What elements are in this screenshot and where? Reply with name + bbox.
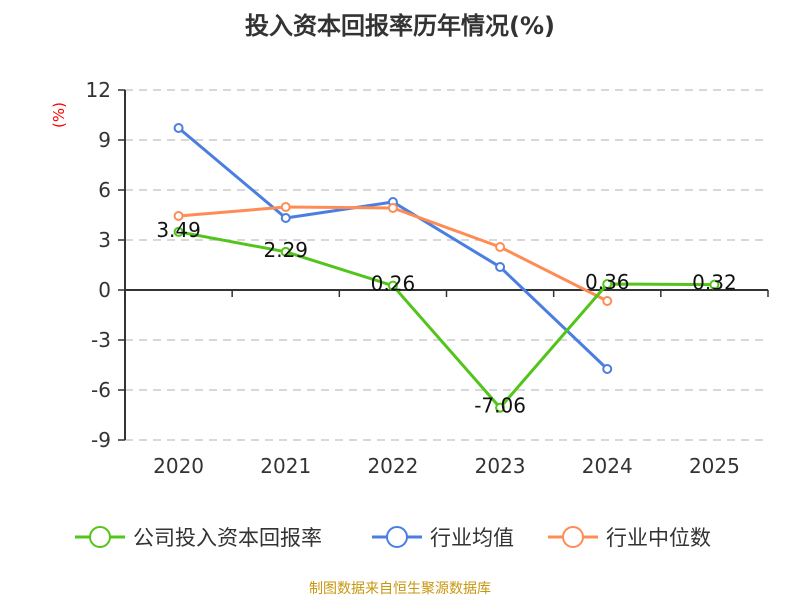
data-label: 2.29	[263, 238, 308, 262]
series-line	[178, 230, 715, 410]
legend-marker	[386, 526, 408, 548]
data-point	[173, 123, 184, 133]
data-label: -7.06	[474, 394, 526, 418]
data-point	[173, 226, 184, 237]
y-tick-label: 9	[98, 128, 111, 152]
data-point	[280, 213, 291, 223]
data-point	[387, 280, 398, 291]
y-tick-label: 3	[98, 228, 111, 252]
x-tick-label: 2023	[475, 454, 526, 478]
legend-label: 行业中位数	[606, 526, 711, 550]
data-point	[387, 203, 398, 213]
legend-marker	[89, 526, 111, 548]
y-tick-label: 0	[98, 278, 111, 302]
x-tick-label: 2021	[260, 454, 311, 478]
data-point	[173, 211, 184, 221]
data-point	[602, 279, 613, 289]
series-line	[177, 126, 609, 371]
chart-title: 投入资本回报率历年情况(%)	[245, 12, 555, 40]
data-label: 0.26	[371, 272, 416, 296]
data-label: 0.36	[585, 270, 630, 294]
y-tick-label: 6	[98, 178, 111, 202]
data-point	[602, 296, 613, 306]
legend-label: 公司投入资本回报率	[133, 526, 322, 550]
data-point	[602, 364, 613, 374]
x-tick-label: 2024	[582, 454, 633, 478]
data-point	[280, 202, 291, 212]
data-label: 0.32	[692, 271, 737, 295]
y-tick-label: -6	[91, 378, 111, 402]
legend-label: 行业均值	[430, 526, 514, 550]
y-tick-label: -3	[91, 328, 111, 352]
x-tick-label: 2025	[689, 454, 740, 478]
data-point	[495, 262, 506, 272]
x-tick-label: 2022	[367, 454, 418, 478]
data-point	[280, 246, 291, 257]
legend-marker	[562, 526, 584, 548]
source-note: 制图数据来自恒生聚源数据库	[309, 581, 491, 597]
x-tick-label: 2020	[153, 454, 204, 478]
data-point	[495, 402, 506, 413]
y-tick-label: 12	[86, 78, 111, 102]
data-label: 3.49	[156, 218, 201, 242]
data-point	[495, 242, 506, 252]
data-point	[709, 279, 720, 290]
y-tick-label: -9	[91, 428, 111, 452]
